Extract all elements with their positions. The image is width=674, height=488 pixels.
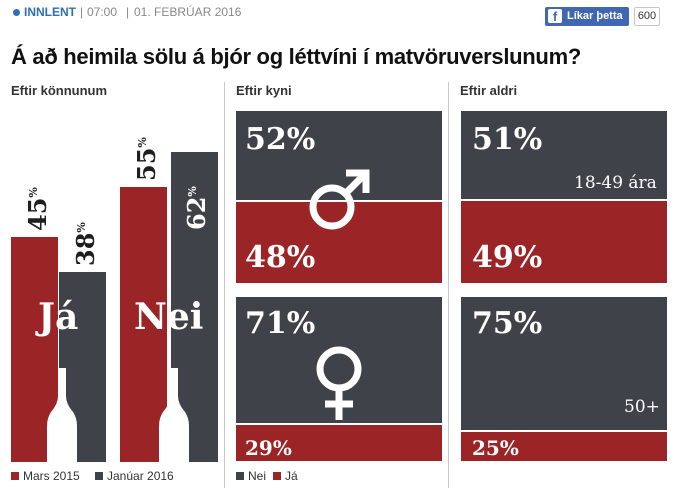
data-label-female-ja: 29% (245, 436, 292, 460)
age-group-label-18-49: 18-49 ára (574, 173, 657, 193)
meta-separator: | (80, 5, 84, 19)
legend-label: Já (285, 469, 298, 483)
data-label-nei-januar-2016: 62% (182, 186, 211, 230)
data-label-female-nei: 71% (245, 306, 316, 341)
facebook-icon: f (548, 9, 562, 24)
bottle-icon (159, 368, 189, 462)
legend-label: Janúar 2016 (107, 469, 174, 483)
data-label-18-49-nei: 51% (472, 122, 543, 157)
article-meta-bar: INNLENT | 07:00 | 01. FEBRÚAR 2016 f Lík… (0, 0, 674, 30)
bar-50-plus-ja (461, 432, 667, 461)
data-label-18-49-ja: 49% (472, 240, 543, 275)
data-label-ja-mars-2015: 45% (23, 187, 52, 231)
data-label-50-plus-nei: 75% (472, 306, 543, 341)
like-label: Líkar þetta (567, 10, 623, 22)
page-title: Á að heimila sölu á bjór og léttvíni í m… (11, 44, 581, 69)
divider (224, 82, 225, 488)
legend-swatch (95, 472, 103, 480)
data-label-male-nei: 52% (245, 122, 316, 157)
bar-nei-mars-2015 (120, 187, 167, 462)
category-dot-icon (13, 9, 20, 16)
value: 55% (132, 137, 161, 181)
meta-separator: | (126, 5, 130, 19)
data-label-ja-januar-2016: 38% (71, 222, 100, 266)
male-symbol-icon (309, 169, 370, 230)
divider (448, 82, 449, 488)
data-label-50-plus-ja: 25% (472, 436, 519, 460)
data-label-male-ja: 48% (245, 240, 316, 275)
legend-swatch (11, 472, 19, 480)
legend-item-mars-2015: Mars 2015 (11, 469, 80, 483)
section-heading-polls: Eftir könnunum (11, 83, 108, 98)
female-symbol-icon (316, 346, 362, 420)
category-label-ja: Já (38, 296, 79, 338)
article-category[interactable]: INNLENT (24, 5, 76, 19)
bar-18-49-ja (461, 201, 667, 283)
bar-50-plus-nei (461, 297, 667, 430)
data-label-nei-mars-2015: 55% (132, 137, 161, 181)
category-label-nei: Nei (134, 296, 204, 338)
value: 62% (182, 186, 211, 230)
bar-male-ja (236, 202, 442, 283)
like-count: 600 (634, 7, 660, 26)
legend-swatch (273, 472, 281, 480)
value: 38% (71, 222, 100, 266)
bar-female-ja (236, 425, 442, 461)
bottle-icon (47, 368, 77, 462)
legend-item-januar-2016: Janúar 2016 (95, 469, 174, 483)
legend-item-ja: Já (273, 469, 298, 483)
bar-18-49-nei (461, 111, 667, 199)
legend-label: Nei (248, 469, 267, 483)
legend-label: Mars 2015 (23, 469, 80, 483)
value: 45% (23, 187, 52, 231)
article-time: 07:00 (87, 5, 118, 19)
legend-item-nei: Nei (236, 469, 266, 483)
section-heading-gender: Eftir kyni (236, 83, 292, 98)
legend-swatch (236, 472, 244, 480)
facebook-like-button[interactable]: f Líkar þetta (545, 7, 629, 26)
bar-male-nei (236, 111, 442, 200)
age-group-label-50-plus: 50+ (624, 397, 660, 417)
section-heading-age: Eftir aldri (460, 83, 518, 98)
article-date: 01. FEBRÚAR 2016 (134, 5, 242, 19)
